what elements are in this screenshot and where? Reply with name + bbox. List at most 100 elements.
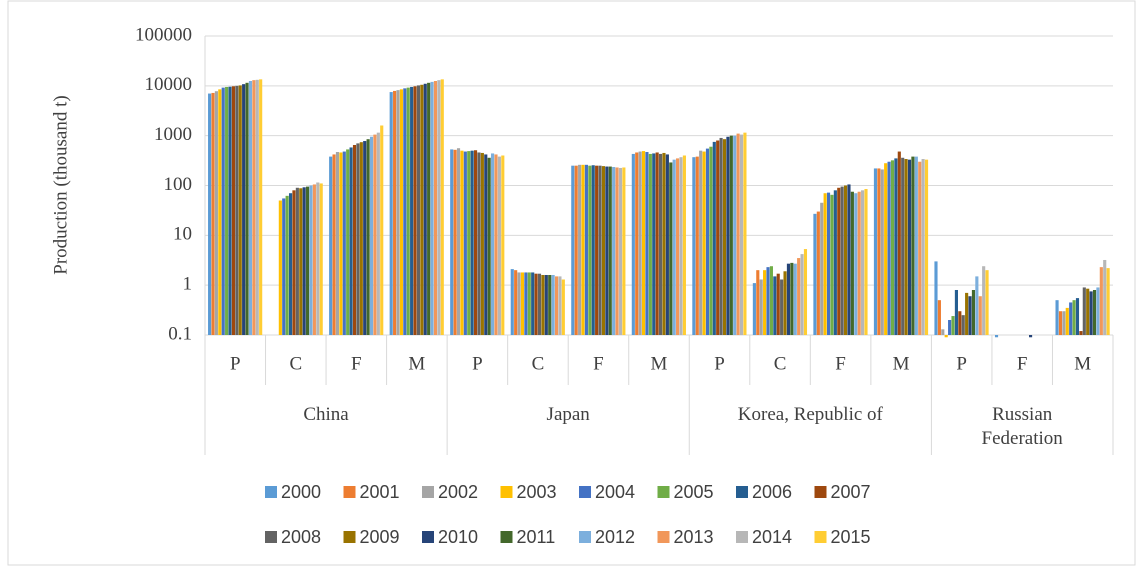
bar — [373, 134, 377, 335]
bar — [319, 183, 323, 335]
group-label: Russian Federation — [981, 404, 1063, 449]
bar — [339, 152, 343, 335]
bar — [520, 272, 525, 335]
bar — [736, 133, 740, 335]
bar — [719, 137, 723, 335]
legend-swatch — [343, 531, 356, 543]
bar — [733, 135, 737, 335]
bar — [238, 85, 242, 335]
legend-swatch — [265, 531, 277, 543]
bar — [890, 160, 895, 335]
legend-swatch — [736, 486, 748, 498]
legend-swatch — [657, 531, 670, 543]
bar — [501, 155, 505, 335]
chart-border — [7, 0, 1136, 566]
bar — [659, 153, 663, 335]
bar — [695, 156, 699, 335]
bar — [1072, 300, 1076, 335]
bar — [1086, 288, 1090, 335]
bar — [309, 185, 313, 335]
bar — [491, 153, 495, 335]
bar — [743, 132, 747, 335]
y-tick-label: 10000 — [145, 74, 193, 95]
bar — [937, 300, 941, 335]
legend-label: 2007 — [831, 482, 871, 502]
legend-swatch — [814, 486, 827, 498]
bar — [1029, 335, 1033, 338]
bar — [631, 153, 635, 335]
bar — [911, 156, 915, 335]
bar — [1055, 300, 1059, 335]
bar — [252, 80, 256, 336]
bar — [306, 186, 310, 335]
bar — [342, 151, 346, 335]
bar — [712, 141, 716, 335]
bar — [907, 159, 912, 335]
bar — [702, 151, 706, 335]
bar — [531, 272, 535, 335]
legend-label: 2008 — [281, 527, 321, 547]
bar — [800, 254, 804, 335]
bar — [349, 147, 353, 335]
bar — [359, 142, 363, 335]
legend-swatch — [265, 486, 277, 498]
x-tick-label: P — [230, 353, 241, 374]
bar — [467, 151, 471, 335]
legend-label: 2015 — [831, 527, 871, 547]
bar — [975, 276, 979, 335]
legend-label: 2005 — [674, 482, 714, 502]
bar — [705, 148, 710, 335]
bar — [356, 143, 360, 335]
bar — [612, 167, 616, 335]
bar — [840, 186, 844, 335]
bar — [978, 296, 982, 335]
legend-label: 2014 — [752, 527, 792, 547]
bar — [985, 270, 989, 335]
bar — [766, 267, 770, 335]
bar — [1079, 331, 1083, 335]
bar — [679, 157, 683, 335]
bar — [541, 274, 545, 335]
bar — [524, 272, 528, 335]
bar — [968, 296, 972, 335]
bar — [406, 87, 410, 335]
bar — [450, 149, 454, 335]
bar — [676, 158, 680, 335]
bar — [497, 156, 501, 335]
x-tick-label: M — [1074, 353, 1091, 374]
bar — [245, 82, 249, 335]
bar — [692, 157, 696, 335]
bar — [312, 184, 316, 335]
legend-label: 2012 — [595, 527, 635, 547]
bar — [880, 169, 884, 335]
bar — [844, 185, 848, 335]
bar — [833, 190, 837, 335]
bar — [965, 292, 969, 335]
y-tick-label: 100 — [164, 174, 193, 195]
bar — [813, 213, 817, 335]
bar — [214, 91, 218, 335]
bar — [285, 195, 289, 335]
bar — [242, 84, 246, 335]
bar — [971, 289, 976, 335]
x-tick-label: F — [1017, 353, 1028, 374]
bar — [887, 161, 891, 335]
bar — [904, 159, 908, 335]
bar — [255, 79, 259, 335]
bar — [934, 261, 938, 335]
legend-label: 2000 — [281, 482, 321, 502]
legend-label: 2006 — [752, 482, 792, 502]
bar — [601, 166, 606, 335]
bar — [393, 90, 397, 336]
bar — [726, 136, 730, 335]
bar — [752, 283, 756, 335]
bar — [830, 194, 834, 335]
bar — [225, 86, 229, 335]
bar — [259, 79, 263, 335]
bar — [335, 152, 340, 335]
legend-label: 2004 — [595, 482, 635, 502]
bar — [413, 86, 417, 335]
bar — [769, 266, 773, 335]
bar — [510, 269, 514, 335]
bar — [221, 87, 225, 335]
